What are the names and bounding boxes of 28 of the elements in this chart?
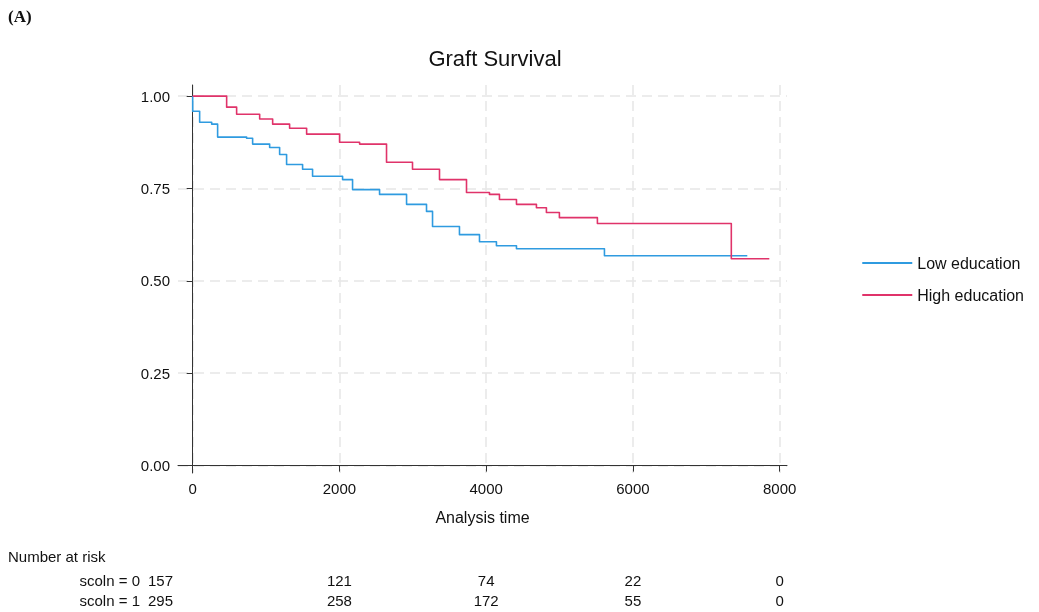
x-tick-label: 4000 [469, 480, 503, 497]
x-tick-label: 0 [188, 480, 197, 497]
text: (A) [8, 6, 32, 26]
text: scoln = 1 [79, 591, 140, 609]
legend-label: Low education [917, 254, 1021, 272]
text: 295 [148, 591, 174, 609]
text: 0 [775, 591, 784, 609]
text: 0 [775, 571, 784, 589]
text: 121 [326, 571, 352, 589]
x-axis-title: Analysis time [435, 508, 530, 526]
chart-title: Graft Survival [428, 45, 562, 71]
text: 172 [473, 591, 499, 609]
text: 157 [148, 571, 174, 589]
y-tick-label: 0.00 [140, 457, 170, 475]
y-tick-label: 0.50 [140, 272, 170, 290]
text: 74 [477, 571, 495, 589]
y-tick-label: 0.25 [140, 364, 170, 382]
text: Number at risk [8, 547, 107, 565]
text: 55 [624, 591, 642, 609]
x-tick-label: 8000 [762, 480, 797, 497]
x-tick-label: 2000 [322, 480, 357, 497]
text: scoln = 0 [79, 571, 140, 589]
text: 22 [624, 571, 642, 589]
x-tick-label: 6000 [616, 480, 650, 497]
y-tick-label: 0.75 [140, 179, 170, 197]
legend-label: High education [917, 286, 1025, 304]
text: 258 [326, 591, 352, 609]
y-tick-label: 1.00 [140, 87, 170, 105]
